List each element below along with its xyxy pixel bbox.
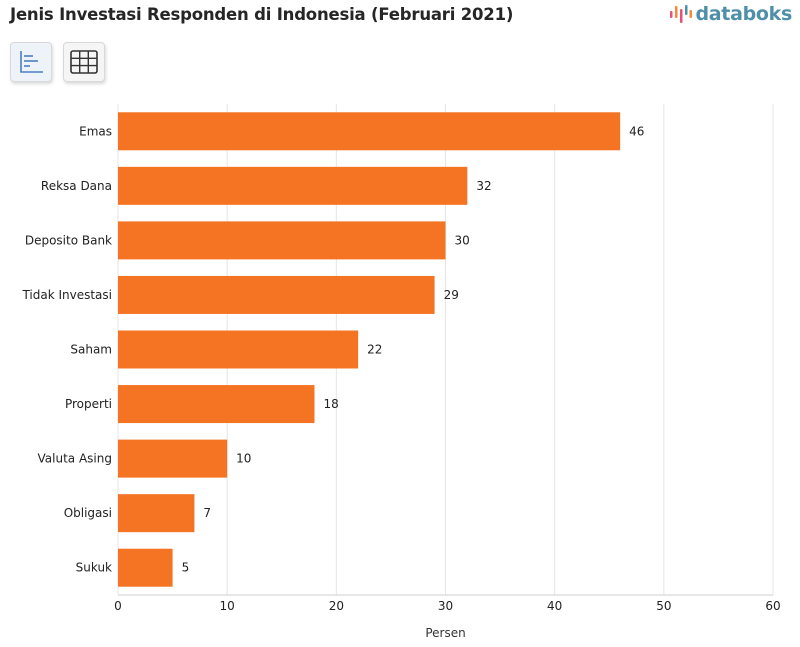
databoks-logo-icon [670,5,693,23]
bar[interactable] [118,385,315,424]
bar-chart-icon [20,51,43,73]
category-label: Sukuk [76,561,112,575]
data-label: 46 [629,124,644,138]
x-axis-title: Persen [425,626,465,640]
x-tick-label: 10 [220,599,235,613]
data-label: 7 [203,506,211,520]
bar[interactable] [118,330,359,369]
data-label: 30 [455,233,470,247]
x-tick-label: 0 [114,599,122,613]
bar[interactable] [118,439,228,478]
category-label: Obligasi [64,506,112,520]
brand-name: databoks [695,3,792,25]
x-tick-label: 40 [547,599,562,613]
data-label: 22 [367,343,382,357]
category-label: Valuta Asing [38,452,112,466]
chart-title: Jenis Investasi Responden di Indonesia (… [10,5,514,24]
data-label: 29 [444,288,459,302]
data-label: 5 [182,561,190,575]
x-tick-label: 30 [438,599,453,613]
x-tick-label: 50 [656,599,671,613]
x-tick-label: 60 [765,599,780,613]
databoks-logo[interactable]: databoks [669,3,792,25]
table-view-button[interactable] [63,42,105,82]
category-label: Deposito Bank [25,233,112,247]
bar[interactable] [118,166,468,205]
bar[interactable] [118,494,195,533]
category-label: Reksa Dana [41,179,112,193]
category-label: Saham [70,343,112,357]
chart-view-button[interactable] [10,42,52,82]
bar[interactable] [118,112,621,151]
data-label: 32 [476,179,491,193]
data-label: 10 [236,452,251,466]
data-label: 18 [324,397,339,411]
table-grid-icon [70,50,98,74]
category-label: Tidak Investasi [21,288,112,302]
bar[interactable] [118,221,446,260]
category-label: Properti [65,397,112,411]
bar[interactable] [118,548,173,587]
category-label: Emas [79,124,112,138]
x-tick-label: 20 [329,599,344,613]
bar[interactable] [118,275,435,314]
